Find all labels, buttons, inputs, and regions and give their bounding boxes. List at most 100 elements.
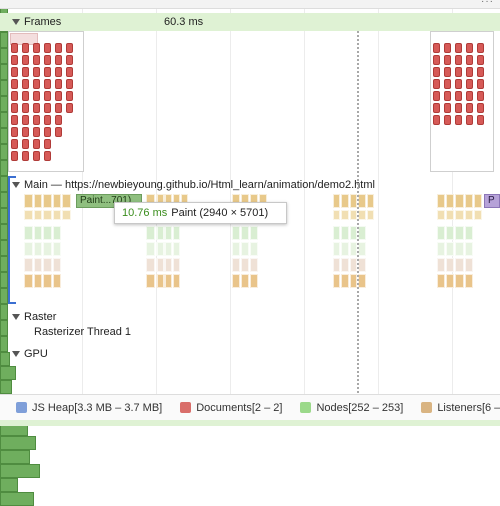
flame-event[interactable] xyxy=(341,226,349,240)
flame-event[interactable] xyxy=(358,242,366,256)
flame-event[interactable] xyxy=(24,226,33,240)
gpu-task[interactable] xyxy=(0,352,10,366)
flame-event[interactable] xyxy=(349,242,358,256)
raster-task[interactable] xyxy=(0,48,8,64)
flame-event[interactable] xyxy=(33,274,43,288)
flame-event[interactable] xyxy=(473,194,482,208)
flame-event[interactable] xyxy=(24,194,33,208)
flame-event[interactable] xyxy=(241,274,249,288)
main-track-header[interactable]: Main — https://newbieyoung.github.io/Htm… xyxy=(0,177,375,193)
flame-event[interactable] xyxy=(33,194,43,208)
flame-event[interactable] xyxy=(437,242,446,256)
flame-event[interactable] xyxy=(437,258,446,272)
raster-task[interactable] xyxy=(0,144,8,160)
raster-task[interactable] xyxy=(0,256,8,272)
flame-event[interactable] xyxy=(250,258,258,272)
flame-event[interactable] xyxy=(24,274,33,288)
flame-event[interactable] xyxy=(173,258,180,272)
raster-task[interactable] xyxy=(0,112,8,128)
flame-event[interactable] xyxy=(358,258,366,272)
flame-event[interactable] xyxy=(173,274,180,288)
raster-task[interactable] xyxy=(0,208,8,224)
raster-task[interactable] xyxy=(0,336,8,352)
flame-event[interactable] xyxy=(464,258,473,272)
flame-event[interactable] xyxy=(333,194,341,208)
flame-event[interactable] xyxy=(241,242,249,256)
flame-event[interactable] xyxy=(341,194,349,208)
flame-event[interactable] xyxy=(43,274,52,288)
flame-event[interactable] xyxy=(341,242,349,256)
flame-event[interactable] xyxy=(43,210,52,220)
flame-event[interactable] xyxy=(52,258,62,272)
flame-event[interactable] xyxy=(157,226,164,240)
flame-event[interactable] xyxy=(33,226,43,240)
flame-event[interactable] xyxy=(165,242,172,256)
flame-event[interactable] xyxy=(349,274,358,288)
flame-event[interactable] xyxy=(250,242,258,256)
flame-event[interactable] xyxy=(52,226,62,240)
raster-task[interactable] xyxy=(0,240,8,256)
raster-task[interactable] xyxy=(0,64,8,80)
flame-event[interactable] xyxy=(157,258,164,272)
flame-event[interactable] xyxy=(62,210,71,220)
frames-bar[interactable] xyxy=(0,13,500,31)
flame-event[interactable] xyxy=(232,226,240,240)
flame-event[interactable] xyxy=(43,226,52,240)
flame-event[interactable] xyxy=(250,226,258,240)
collapse-triangle-icon[interactable] xyxy=(12,314,20,320)
flame-event[interactable] xyxy=(62,194,71,208)
flame-event[interactable] xyxy=(52,242,62,256)
flame-event[interactable] xyxy=(455,258,464,272)
raster-task[interactable] xyxy=(0,224,8,240)
gpu-task[interactable] xyxy=(0,380,12,394)
flame-event[interactable] xyxy=(341,210,349,220)
frames-track-header[interactable]: Frames xyxy=(0,14,61,30)
flame-event[interactable] xyxy=(333,210,341,220)
raster-task[interactable] xyxy=(0,272,8,288)
flame-event[interactable] xyxy=(157,274,164,288)
flame-event[interactable] xyxy=(446,210,455,220)
legend-item[interactable]: Documents[2 – 2] xyxy=(180,402,282,414)
flame-event[interactable] xyxy=(241,226,249,240)
raster-task[interactable] xyxy=(0,192,8,208)
flame-event[interactable] xyxy=(446,226,455,240)
flame-event[interactable] xyxy=(333,274,341,288)
flame-event[interactable] xyxy=(33,242,43,256)
flame-event[interactable] xyxy=(165,226,172,240)
flame-event[interactable] xyxy=(250,274,258,288)
flame-event[interactable] xyxy=(349,210,358,220)
flame-event[interactable] xyxy=(165,274,172,288)
legend-item[interactable]: JS Heap[3.3 MB – 3.7 MB] xyxy=(16,402,162,414)
more-dots-icon[interactable]: ··· xyxy=(481,0,494,7)
flame-event[interactable] xyxy=(437,274,446,288)
raster-task[interactable] xyxy=(0,176,8,192)
flame-event[interactable] xyxy=(464,210,473,220)
flame-event[interactable] xyxy=(358,274,366,288)
flame-event[interactable] xyxy=(473,210,482,220)
event-block[interactable]: P xyxy=(484,194,500,208)
flame-event[interactable] xyxy=(437,226,446,240)
flame-event[interactable] xyxy=(437,194,446,208)
flame-event[interactable] xyxy=(349,194,358,208)
flame-event[interactable] xyxy=(464,226,473,240)
gpu-bars[interactable] xyxy=(0,352,500,506)
flame-event[interactable] xyxy=(43,242,52,256)
raster-task[interactable] xyxy=(0,128,8,144)
flame-event[interactable] xyxy=(33,210,43,220)
gpu-track-header[interactable]: GPU xyxy=(0,346,48,362)
flame-event[interactable] xyxy=(43,194,52,208)
flame-event[interactable] xyxy=(173,226,180,240)
flame-event[interactable] xyxy=(33,258,43,272)
flame-event[interactable] xyxy=(52,210,62,220)
flame-event[interactable] xyxy=(232,274,240,288)
flame-event[interactable] xyxy=(464,242,473,256)
flame-event[interactable] xyxy=(455,194,464,208)
raster-task[interactable] xyxy=(0,80,8,96)
flame-event[interactable] xyxy=(341,274,349,288)
flame-event[interactable] xyxy=(349,258,358,272)
collapse-triangle-icon[interactable] xyxy=(12,182,20,188)
flame-event[interactable] xyxy=(366,210,374,220)
flame-event[interactable] xyxy=(24,242,33,256)
gpu-task[interactable] xyxy=(0,478,18,492)
flame-event[interactable] xyxy=(232,242,240,256)
